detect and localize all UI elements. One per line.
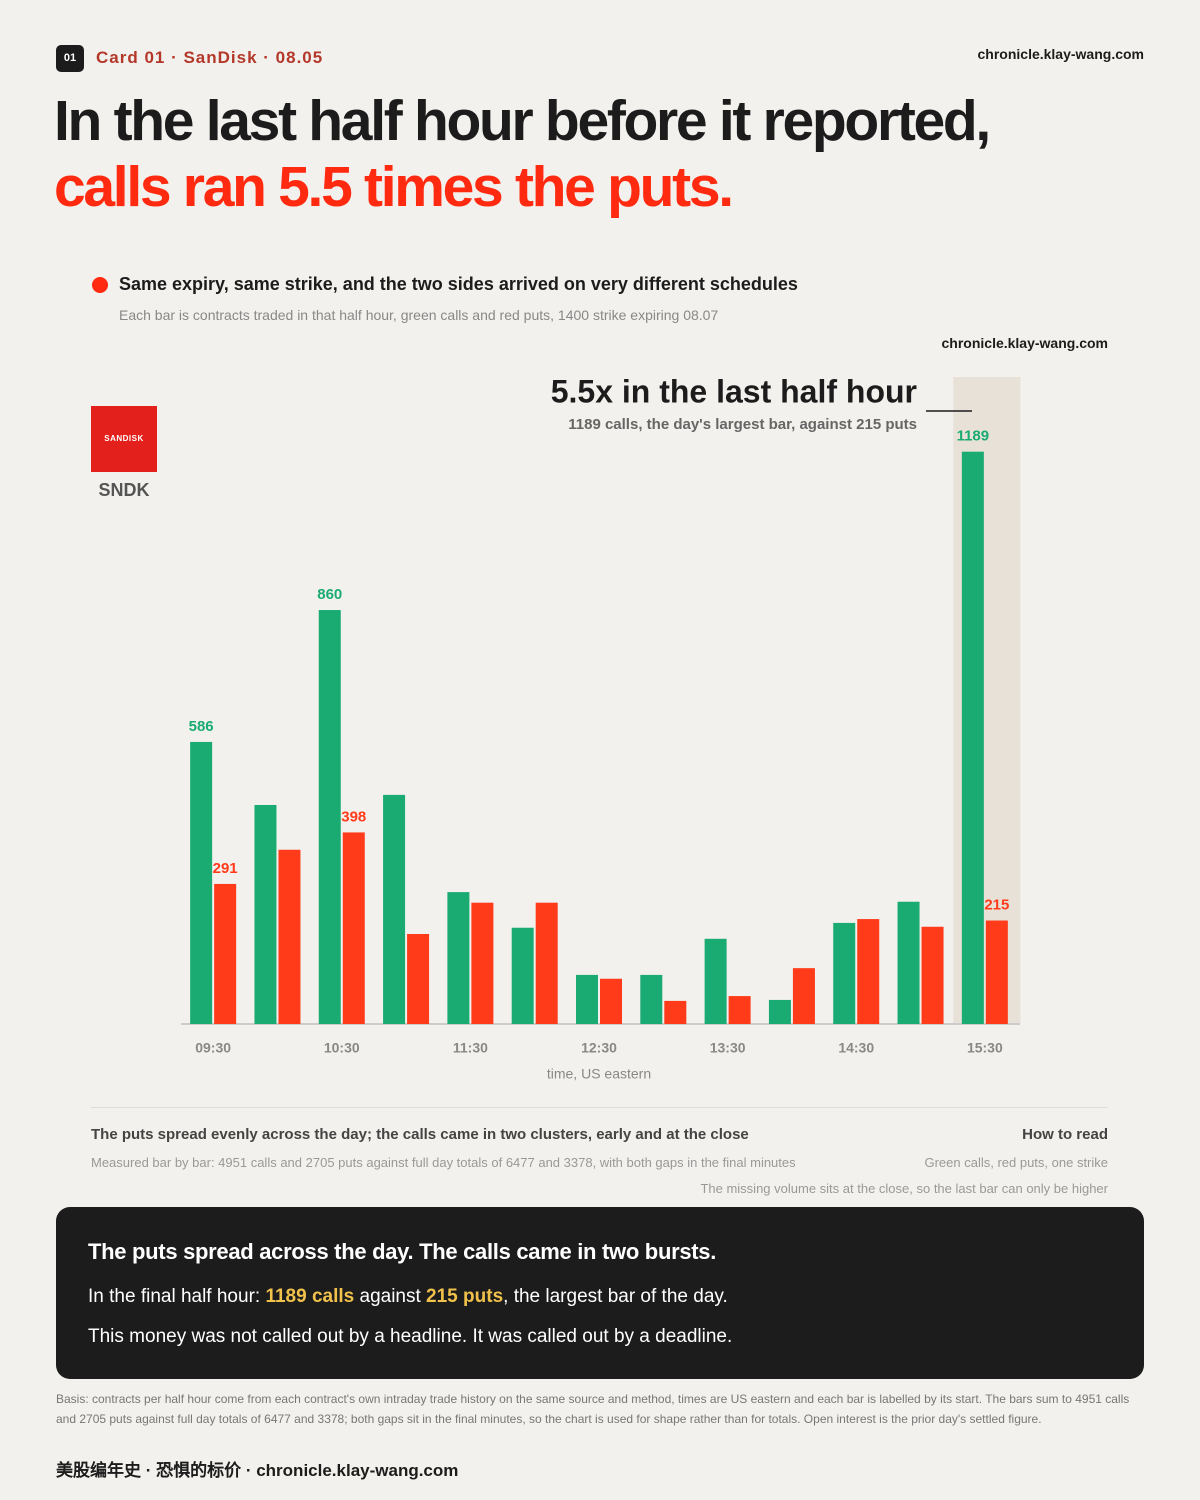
value-label: 586 [189, 718, 214, 735]
value-label: 215 [984, 896, 1009, 913]
bar [383, 794, 406, 1024]
bar [471, 902, 494, 1024]
summary-title: The puts spread across the day. The call… [88, 1239, 717, 1264]
headline: In the last half hour before it reported… [54, 89, 991, 153]
text: In the final half hour: [88, 1286, 266, 1307]
bar [407, 933, 430, 1024]
bar [768, 999, 791, 1024]
bar [254, 804, 277, 1024]
divider [91, 1107, 1108, 1108]
x-tick-label: 14:30 [838, 1040, 874, 1056]
text: , the largest bar of the day. [503, 1286, 728, 1307]
bar [961, 451, 984, 1024]
summary-line: This money was not called out by a headl… [88, 1326, 733, 1347]
value-label: 1189 [957, 428, 990, 445]
chart-subheading: Each bar is contracts traded in that hal… [119, 307, 719, 323]
bar [728, 996, 751, 1024]
badge: 01 [56, 45, 84, 72]
chart-heading: Same expiry, same strike, and the two si… [119, 274, 798, 294]
value-label: 398 [341, 808, 366, 825]
bar [342, 832, 365, 1024]
ticker: SNDK [98, 480, 150, 500]
note-text: Green calls, red puts, one strike [924, 1155, 1108, 1170]
bar [190, 741, 213, 1024]
bar [447, 892, 470, 1024]
value-label: 291 [213, 860, 238, 877]
note-title: The puts spread evenly across the day; t… [91, 1126, 749, 1143]
bar [857, 919, 880, 1024]
x-tick-label: 12:30 [581, 1040, 617, 1056]
bar [985, 920, 1008, 1024]
text: against [354, 1286, 427, 1307]
bar [897, 901, 920, 1024]
card-label: Card 01 · SanDisk · 08.05 [96, 48, 324, 67]
x-tick-label: 11:30 [453, 1040, 488, 1056]
bar [664, 1000, 687, 1024]
logo: SANDISK [91, 406, 157, 472]
x-axis-label: time, US eastern [547, 1066, 651, 1082]
watermark: chronicle.klay-wang.com [941, 335, 1109, 351]
bar [318, 610, 341, 1024]
note-title: How to read [1022, 1126, 1108, 1143]
highlight: 1189 calls [265, 1286, 355, 1307]
note-text: The missing volume sits at the close, so… [700, 1181, 1108, 1196]
annotation-title: 5.5x in the last half hour [551, 373, 917, 409]
x-tick-label: 13:30 [710, 1040, 746, 1056]
bar [535, 902, 558, 1024]
bar [792, 968, 815, 1024]
bar [214, 883, 237, 1024]
bullet [92, 277, 108, 293]
x-tick-label: 15:30 [967, 1040, 1003, 1056]
bar [640, 974, 663, 1024]
bar [278, 849, 301, 1024]
bar [511, 927, 534, 1024]
headline-accent: calls ran 5.5 times the puts. [54, 155, 734, 219]
value-label: 860 [317, 586, 342, 603]
summary-line: In the final half hour: 1189 calls again… [88, 1286, 728, 1308]
bar [833, 922, 856, 1024]
site: chronicle.klay-wang.com [977, 46, 1145, 62]
bar [576, 974, 598, 1024]
summary-box: The puts spread across the day. The call… [56, 1207, 1144, 1379]
basis: Basis: contracts per half hour come from… [56, 1392, 1130, 1426]
annotation-text: 1189 calls, the day's largest bar, again… [568, 416, 917, 433]
highlight: 215 puts [426, 1286, 504, 1307]
chart: 09:30 586 291 10:30 860 398 11:30 12:30 13:30 14:… [181, 373, 1021, 1082]
note-text: Measured bar by bar: 4951 calls and 2705… [91, 1155, 796, 1170]
bar [704, 938, 727, 1024]
x-tick-label: 10:30 [324, 1040, 360, 1056]
bar [921, 926, 944, 1024]
footer: 美股编年史 · 恐惧的标价 · chronicle.klay-wang.com [56, 1461, 459, 1480]
bar [600, 978, 622, 1024]
x-tick-label: 09:30 [195, 1040, 231, 1056]
